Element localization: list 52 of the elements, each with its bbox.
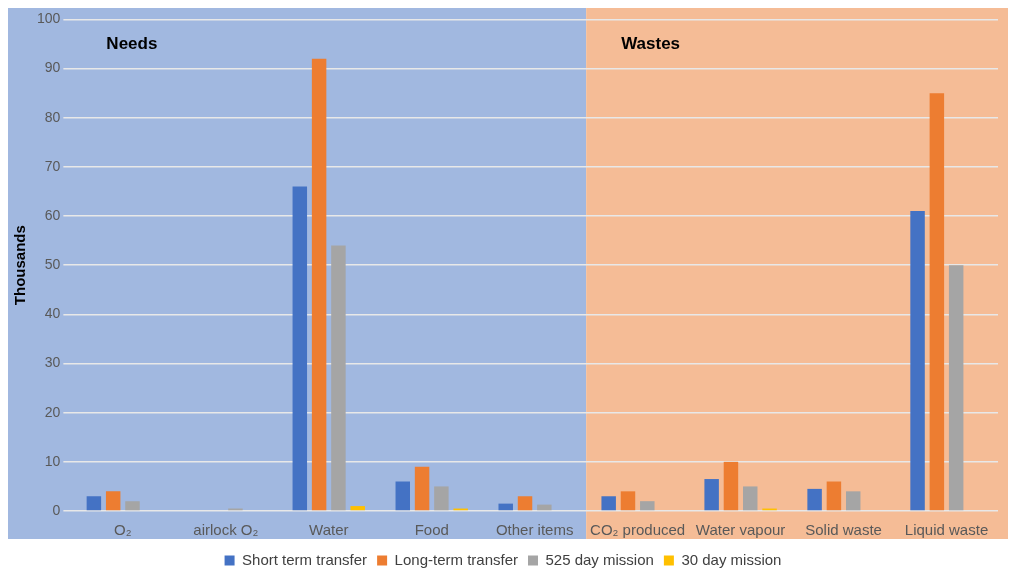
y-tick-label: 20 [44, 403, 61, 420]
legend-label: Long-term transfer [394, 550, 518, 568]
bar [723, 461, 739, 511]
y-tick-label: 50 [44, 256, 61, 273]
bar [311, 58, 327, 511]
band-label: Wastes [621, 33, 681, 53]
legend-label: 30 day mission [681, 550, 782, 568]
bar [292, 186, 308, 511]
bar [86, 496, 102, 511]
bar [331, 245, 346, 511]
bar [620, 491, 636, 511]
bar [807, 488, 822, 511]
bar [350, 506, 365, 511]
bar [910, 211, 925, 511]
bar [498, 503, 513, 511]
x-tick-label: airlock O₂ [193, 521, 259, 539]
bar [743, 486, 758, 511]
bar [395, 481, 410, 511]
bar [929, 93, 945, 511]
band-label: Needs [106, 33, 158, 53]
y-tick-label: 80 [44, 108, 61, 125]
x-tick-label: Water [309, 521, 349, 539]
x-tick-label: Other items [495, 521, 574, 539]
y-tick-label: 90 [44, 59, 61, 76]
bar [517, 496, 533, 511]
legend-label: 525 day mission [545, 550, 654, 568]
x-tick-label: Water vapour [695, 521, 786, 539]
x-tick-label: Food [414, 521, 449, 539]
bar [826, 481, 842, 511]
bar [434, 486, 449, 511]
x-tick-label: Liquid waste [904, 521, 989, 539]
y-tick-label: 60 [44, 206, 61, 223]
y-tick-label: 0 [52, 501, 61, 518]
bar [601, 496, 616, 511]
y-tick-label: 10 [44, 452, 61, 469]
bar [640, 501, 655, 511]
y-tick-label: 70 [44, 157, 61, 174]
bar [414, 466, 430, 511]
bar [845, 491, 861, 511]
y-tick-label: 30 [44, 354, 61, 371]
y-tick-label: 100 [37, 10, 61, 27]
x-tick-label: CO₂ produced [590, 521, 686, 539]
bar [537, 504, 552, 511]
bar [125, 501, 140, 511]
legend-label: Short term transfer [242, 550, 368, 568]
y-tick-label: 40 [44, 305, 61, 322]
x-tick-label: O₂ [114, 521, 132, 539]
bar [704, 479, 719, 511]
bar [105, 491, 121, 511]
x-tick-label: Solid waste [805, 521, 882, 539]
bar [948, 265, 964, 511]
y-axis-title: Thousands [11, 225, 29, 306]
